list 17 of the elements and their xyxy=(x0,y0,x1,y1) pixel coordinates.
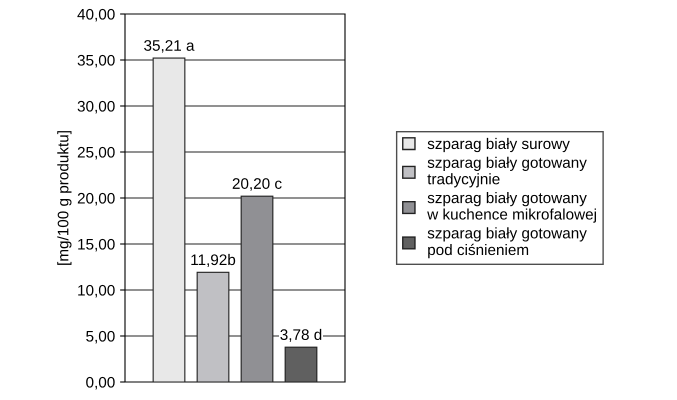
data-label: 20,20 c xyxy=(232,178,282,191)
y-tick-label: 35,00 xyxy=(78,54,115,68)
y-tick-label: 15,00 xyxy=(78,238,115,252)
legend-label: szparag biały surowy xyxy=(428,138,570,152)
data-label: 3,78 d xyxy=(280,328,322,342)
data-label: 11,92b xyxy=(191,254,236,267)
y-tick-label: 10,00 xyxy=(78,284,115,298)
y-tick-label: 5,00 xyxy=(86,330,115,344)
y-tick-label: 40,00 xyxy=(77,8,115,22)
y-tick-label: 25,00 xyxy=(78,146,115,160)
y-tick-label: 30,00 xyxy=(78,100,115,114)
data-label: 35,21 a xyxy=(144,40,194,53)
y-axis-title: [mg/100 g produktu] xyxy=(57,131,72,265)
bar xyxy=(284,346,318,382)
legend-label: szparag biały gotowany pod ciśnieniem xyxy=(428,227,587,258)
y-tick-label: 20,00 xyxy=(78,192,115,206)
y-tick-label: 0,00 xyxy=(86,376,115,390)
